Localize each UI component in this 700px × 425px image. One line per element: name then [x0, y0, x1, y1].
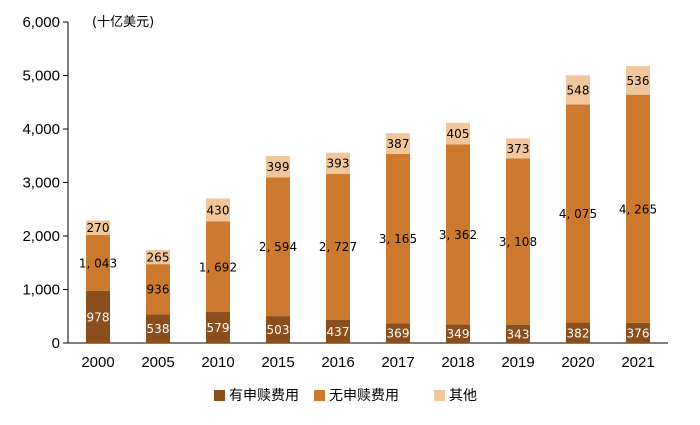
data-label: 393 — [327, 157, 350, 171]
data-label: 1, 692 — [199, 260, 237, 274]
data-label: 4, 265 — [619, 202, 657, 216]
bar-segment — [566, 104, 590, 323]
data-label: 343 — [507, 327, 530, 341]
y-tick-label: 5,000 — [22, 68, 60, 85]
y-tick-label: 4,000 — [22, 121, 60, 138]
unit-label: (十亿美元) — [92, 15, 154, 30]
bar-segment — [266, 155, 290, 178]
data-label: 430 — [207, 203, 230, 217]
data-label: 2, 594 — [259, 240, 297, 254]
bar-segment — [326, 152, 350, 174]
bar-segment — [206, 312, 230, 343]
data-label: 4, 075 — [559, 207, 597, 221]
data-label: 3, 165 — [379, 232, 417, 246]
data-label: 399 — [267, 160, 290, 174]
x-tick-label: 2015 — [261, 354, 294, 371]
bar-segment — [86, 234, 110, 291]
bar-segment — [206, 198, 230, 222]
bar-segment — [146, 264, 170, 315]
x-tick-label: 2017 — [381, 354, 414, 371]
bar-segment — [506, 138, 530, 159]
data-label: 1, 043 — [79, 256, 117, 270]
data-label: 503 — [267, 323, 290, 337]
data-label: 978 — [87, 310, 110, 324]
data-label: 405 — [447, 127, 470, 141]
bar-segment — [566, 322, 590, 343]
x-tick-label: 2000 — [81, 354, 114, 371]
bar-segment — [446, 122, 470, 145]
bar-segment — [146, 249, 170, 265]
y-tick-group: 0 1,000 2,000 3,000 4,000 5,000 6,000 — [22, 14, 68, 352]
y-tick-label: 6,000 — [22, 14, 60, 31]
data-label: 387 — [387, 137, 410, 151]
bar-segment — [446, 144, 470, 325]
bar-segment — [446, 324, 470, 343]
data-label: 3, 108 — [499, 235, 537, 249]
legend-swatch — [434, 390, 445, 401]
bar-segment — [86, 220, 110, 235]
bar-segment — [626, 322, 650, 343]
x-tick-label: 2010 — [201, 354, 234, 371]
legend: 有申赎费用 无申赎费用 其他 — [214, 387, 477, 404]
data-label: 382 — [567, 326, 590, 340]
data-label: 548 — [567, 83, 590, 97]
y-tick-label: 2,000 — [22, 228, 60, 245]
bar-segment — [626, 94, 650, 323]
data-label: 538 — [147, 322, 170, 336]
x-tick-group: 2000 2005 2010 2015 2016 2017 2018 2019 2020 2021 — [81, 354, 654, 371]
bar-segment — [386, 133, 410, 154]
bar-segment — [266, 177, 290, 317]
bar-segment — [566, 75, 590, 105]
x-tick-label: 2016 — [321, 354, 354, 371]
x-tick-label: 2018 — [441, 354, 474, 371]
bar-segment — [206, 221, 230, 313]
data-label: 270 — [87, 221, 110, 235]
data-label: 349 — [447, 327, 470, 341]
y-tick-label: 1,000 — [22, 282, 60, 299]
bar-segment — [86, 290, 110, 343]
data-label: 936 — [147, 283, 170, 297]
bar-segment — [506, 158, 530, 325]
data-label-group: 978 1, 043 270 538 936 265 579 1, 692 430 503 2, 5… — [79, 74, 657, 341]
bar-segment — [506, 324, 530, 343]
bar-segment — [386, 153, 410, 324]
bar-segment — [386, 323, 410, 343]
x-tick-label: 2021 — [621, 354, 654, 371]
legend-swatch — [314, 390, 325, 401]
data-label: 369 — [387, 327, 410, 341]
data-label: 376 — [627, 326, 650, 340]
legend-swatch — [214, 390, 225, 401]
data-label: 2, 727 — [319, 240, 357, 254]
bar-segment — [146, 314, 170, 343]
x-tick-label: 2020 — [561, 354, 594, 371]
bar-segment — [326, 173, 350, 320]
data-label: 536 — [627, 74, 650, 88]
data-label: 265 — [147, 251, 170, 265]
data-label: 373 — [507, 142, 530, 156]
legend-label: 无申赎费用 — [329, 387, 399, 404]
bar-segment — [326, 319, 350, 343]
legend-label: 有申赎费用 — [229, 387, 299, 404]
y-tick-label: 0 — [52, 335, 60, 352]
bar-segment — [626, 66, 650, 95]
data-label: 437 — [327, 325, 350, 339]
bar-group — [86, 66, 650, 343]
bar-segment — [266, 316, 290, 343]
x-tick-label: 2005 — [141, 354, 174, 371]
data-label: 579 — [207, 321, 230, 335]
x-tick-label: 2019 — [501, 354, 534, 371]
data-label: 3, 362 — [439, 228, 477, 242]
legend-label: 其他 — [449, 388, 477, 404]
y-tick-label: 3,000 — [22, 175, 60, 192]
